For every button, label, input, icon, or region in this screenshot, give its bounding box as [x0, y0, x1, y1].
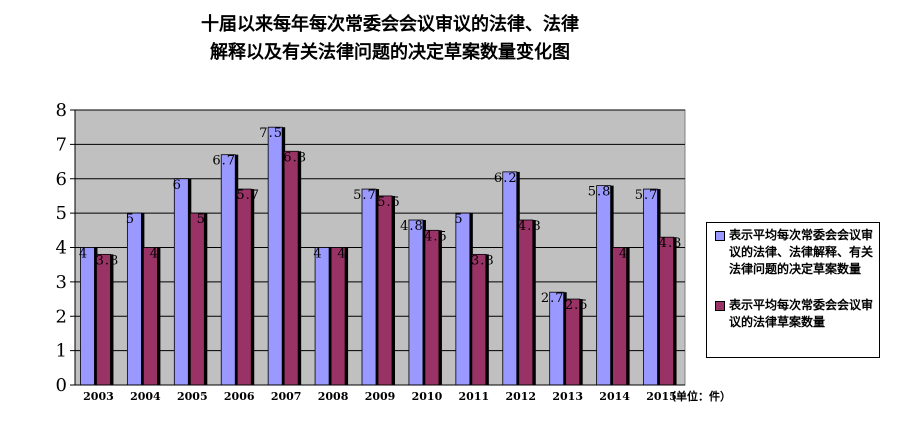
bars: [80, 126, 677, 386]
data-label-series-2: 5.5: [377, 195, 401, 210]
x-tick-label: 2012: [505, 390, 536, 403]
data-label-series-1: 5.7: [635, 188, 659, 203]
x-tick-label: 2014: [599, 390, 630, 403]
bar-1: [596, 185, 612, 386]
bar-1: [220, 154, 236, 386]
x-tick-label: 2015: [646, 390, 677, 403]
data-label-series-1: 5.7: [353, 188, 377, 203]
unit-label: （单位：件）: [665, 390, 731, 403]
y-tick-label: 4: [56, 238, 67, 259]
y-tick-label: 6: [56, 169, 67, 190]
legend-item-series-1: 表示平均每次常委会会议审议的法律、法律解释、有关法律问题的决定草案数量: [715, 227, 875, 278]
x-tick-label: 2007: [271, 390, 302, 403]
bar-1: [455, 212, 471, 386]
x-tick-label: 2004: [130, 390, 161, 403]
x-tick-label: 2008: [318, 390, 349, 403]
bar-2: [518, 219, 534, 386]
x-tick-label: 2005: [177, 390, 208, 403]
data-label-series-2: 5: [197, 212, 206, 227]
bar-1: [267, 126, 283, 386]
bar-2: [612, 247, 628, 386]
data-label-series-2: 2.5: [565, 298, 589, 313]
data-label-series-1: 4.8: [400, 219, 424, 234]
data-label-series-2: 6.8: [283, 150, 307, 165]
y-tick-label: 3: [56, 272, 67, 293]
data-label-series-2: 4.3: [659, 236, 683, 251]
bar-2: [96, 253, 111, 386]
x-tick-label: 2011: [459, 390, 490, 403]
x-tick-label: 2006: [224, 390, 255, 403]
bar-1: [643, 188, 658, 386]
data-label-series-1: 4: [79, 247, 88, 262]
bar-2: [424, 229, 440, 386]
chart-title-line-1: 十届以来每年每次常委会会议审议的法律、法律: [201, 14, 579, 35]
data-label-series-1: 5.8: [588, 185, 612, 200]
x-tick-label: 2003: [83, 390, 114, 403]
legend-swatch-series-1: [715, 231, 725, 241]
x-tick-label: 2009: [365, 390, 396, 403]
data-label-series-2: 3.8: [471, 253, 495, 268]
data-label-series-2: 5.7: [236, 188, 260, 203]
bar-1: [361, 188, 377, 386]
data-label-series-2: 4.5: [424, 229, 448, 244]
data-label-series-1: 4: [313, 247, 322, 262]
data-label-series-1: 5: [454, 212, 463, 227]
bar-2: [471, 253, 487, 386]
bar-2: [283, 150, 299, 386]
bar-1: [126, 212, 142, 386]
legend-label-series-2: 表示平均每次常委会会议审议的法律草案数量: [729, 298, 874, 329]
bar-1: [314, 247, 330, 386]
bar-1: [173, 178, 189, 386]
y-tick-label: 8: [56, 100, 67, 121]
y-axis-ticks: 0 1 2 3 4 5 6 7 8: [56, 100, 75, 396]
y-tick-label: 1: [56, 341, 67, 362]
legend-swatch-series-2: [715, 301, 725, 311]
x-axis-ticks: 2003 2004 2005 2006 2007 2008 2009 2010 2011 2012…: [83, 390, 677, 403]
y-tick-label: 7: [56, 134, 67, 155]
x-tick-label: 2010: [412, 390, 443, 403]
legend-item-series-2: 表示平均每次常委会会议审议的法律草案数量: [715, 297, 875, 331]
data-label-series-1: 6.2: [494, 171, 518, 186]
bar-2: [659, 236, 674, 386]
data-label-series-1: 5: [126, 212, 135, 227]
data-label-series-2: 4: [619, 247, 628, 262]
chart-title-line-2: 解释以及有关法律问题的决定草案数量变化图: [210, 42, 570, 63]
x-tick-label: 2013: [552, 390, 583, 403]
legend: 表示平均每次常委会会议审议的法律、法律解释、有关法律问题的决定草案数量 表示平均…: [706, 222, 880, 358]
bar-1: [408, 219, 424, 386]
data-label-series-1: 2.7: [541, 291, 565, 306]
data-label-series-1: 7.5: [259, 126, 283, 141]
data-label-series-2: 3.8: [96, 253, 120, 268]
bar-1: [80, 247, 95, 386]
data-label-series-2: 4.8: [518, 219, 542, 234]
data-label-series-1: 6: [173, 178, 182, 193]
legend-label-series-1: 表示平均每次常委会会议审议的法律、法律解释、有关法律问题的决定草案数量: [729, 228, 874, 276]
y-tick-label: 0: [56, 375, 67, 396]
bar-2: [377, 195, 393, 386]
bar-2: [236, 188, 252, 386]
y-tick-label: 5: [56, 203, 67, 224]
bar-2: [189, 212, 205, 386]
bar-2: [330, 247, 346, 386]
data-label-series-2: 4: [337, 247, 346, 262]
bar-1: [502, 171, 518, 386]
bar-2: [142, 247, 158, 386]
data-label-series-2: 4: [150, 247, 159, 262]
y-tick-label: 2: [56, 306, 67, 327]
data-label-series-1: 6.7: [212, 154, 236, 169]
